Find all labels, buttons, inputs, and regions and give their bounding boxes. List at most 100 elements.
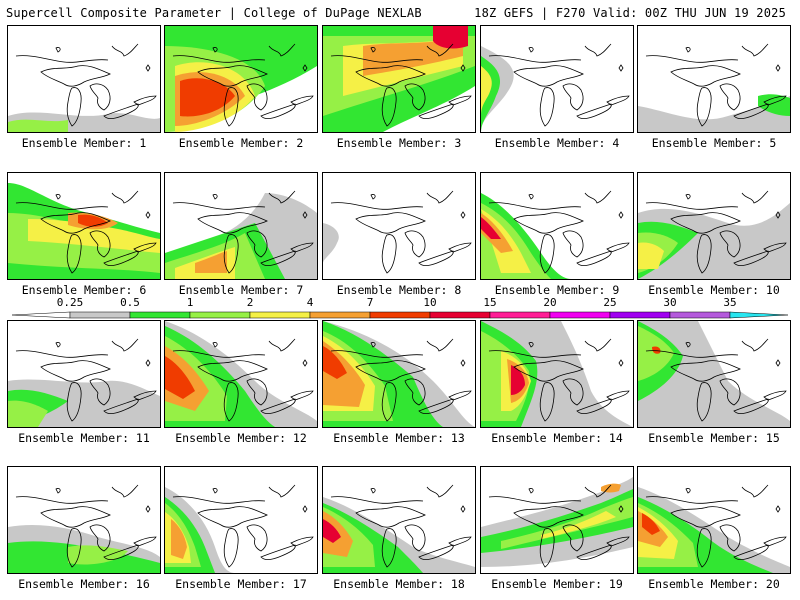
great-lakes-outline: [645, 484, 787, 568]
scp-contour-fill: [28, 219, 160, 253]
member-map-svg: [323, 26, 475, 132]
member-map-svg: [638, 43, 790, 132]
colorbar-tick-label: 4: [306, 296, 314, 309]
colorbar-segment: [549, 311, 611, 319]
member-map-svg: [323, 321, 475, 427]
colorbar-segment: [429, 311, 491, 319]
ensemble-member-map: [480, 172, 634, 280]
scp-contour-fill: [501, 497, 633, 549]
member-map-svg: [8, 43, 160, 132]
member-label: Ensemble Member: 8: [336, 283, 462, 297]
colorbar-segment: [309, 311, 371, 319]
scp-contour-fill: [8, 119, 68, 132]
great-lakes-outline: [645, 43, 787, 127]
ensemble-member-map: [164, 172, 318, 280]
great-lakes-outline: [15, 484, 157, 568]
member-label: Ensemble Member: 5: [651, 136, 777, 150]
member-label: Ensemble Member: 3: [336, 136, 462, 150]
colorbar-segment: [669, 311, 731, 319]
ensemble-member-map: [322, 320, 476, 428]
member-label: Ensemble Member: 10: [648, 283, 780, 297]
great-lakes-outline: [330, 484, 472, 568]
great-lakes-outline: [15, 43, 157, 127]
scp-contour-fill: [180, 78, 235, 117]
scp-contour-fill: [481, 213, 513, 253]
member-map-svg: [323, 484, 475, 573]
member-label: Ensemble Member: 7: [178, 283, 304, 297]
scp-contour-fill: [638, 203, 790, 279]
great-lakes-outline: [15, 338, 157, 422]
member-label: Ensemble Member: 1: [21, 136, 147, 150]
ensemble-member-map: [322, 466, 476, 574]
colorbar-segment: [369, 311, 431, 319]
scp-contour-fill: [638, 242, 664, 269]
scp-contour-fill: [323, 223, 339, 263]
member-label: Ensemble Member: 19: [491, 577, 623, 591]
colorbar-segment: [129, 311, 191, 319]
member-map-svg: [638, 484, 790, 573]
ensemble-member-map: [480, 25, 634, 133]
member-label: Ensemble Member: 18: [333, 577, 465, 591]
colorbar-tick-label: 35: [723, 296, 737, 309]
ensemble-member-map: [637, 25, 791, 133]
colorbar-right-arrow: [729, 311, 788, 319]
member-label: Ensemble Member: 13: [333, 431, 465, 445]
member-label: Ensemble Member: 14: [491, 431, 623, 445]
colorbar-tick-label: 20: [543, 296, 557, 309]
colorbar-segment: [189, 311, 251, 319]
member-label: Ensemble Member: 12: [175, 431, 307, 445]
ensemble-member-map: [7, 320, 161, 428]
great-lakes-outline: [488, 43, 630, 127]
member-map-svg: [165, 484, 314, 573]
colorbar-tick-label: 1: [186, 296, 194, 309]
member-map-svg: [638, 321, 790, 427]
member-label: Ensemble Member: 9: [494, 283, 620, 297]
scp-contour-fill: [541, 511, 616, 539]
scp-contour-fill: [8, 400, 48, 427]
member-map-svg: [8, 338, 160, 427]
ensemble-member-map: [637, 466, 791, 574]
ensemble-member-map: [480, 466, 634, 574]
ensemble-member-map: [637, 320, 791, 428]
scp-contour-fill: [642, 513, 660, 535]
great-lakes-outline: [330, 338, 472, 422]
member-map-svg: [481, 477, 633, 568]
colorbar: [12, 311, 788, 319]
member-map-svg: [481, 43, 630, 132]
member-label: Ensemble Member: 15: [648, 431, 780, 445]
great-lakes-outline: [645, 190, 787, 274]
colorbar-left-arrow: [12, 311, 71, 319]
ensemble-member-map: [164, 466, 318, 574]
scp-contour-fill: [171, 519, 187, 559]
member-map-svg: [8, 183, 160, 279]
member-label: Ensemble Member: 20: [648, 577, 780, 591]
colorbar-segment: [489, 311, 551, 319]
member-map-svg: [165, 321, 317, 427]
scp-contour-fill: [363, 36, 463, 76]
member-map-svg: [481, 321, 633, 427]
scp-contour-fill: [481, 217, 501, 239]
colorbar-tick-label: 0.25: [56, 296, 84, 309]
great-lakes-outline: [488, 484, 630, 568]
ensemble-member-map: [7, 25, 161, 133]
great-lakes-outline: [645, 338, 787, 422]
scp-contour-fill: [511, 365, 525, 395]
ensemble-member-map: [322, 25, 476, 133]
colorbar-tick-label: 0.5: [120, 296, 140, 309]
ensemble-member-map: [7, 172, 161, 280]
colorbar-tick-label: 25: [603, 296, 617, 309]
colorbar-tick-label: 7: [366, 296, 374, 309]
great-lakes-outline: [172, 484, 314, 568]
scp-contour-fill: [323, 519, 341, 543]
member-label: Ensemble Member: 17: [175, 577, 307, 591]
scp-contour-fill: [323, 346, 347, 379]
great-lakes-outline: [488, 338, 630, 422]
ensemble-member-map: [480, 320, 634, 428]
scp-contour-fill: [195, 251, 227, 273]
member-label: Ensemble Member: 11: [18, 431, 150, 445]
great-lakes-outline: [15, 190, 157, 274]
run-info: 18Z GEFS | F270 Valid: 00Z THU JUN 19 20…: [474, 6, 786, 20]
member-label: Ensemble Member: 2: [178, 136, 304, 150]
scp-contour-fill: [433, 26, 468, 49]
ensemble-member-map: [7, 466, 161, 574]
